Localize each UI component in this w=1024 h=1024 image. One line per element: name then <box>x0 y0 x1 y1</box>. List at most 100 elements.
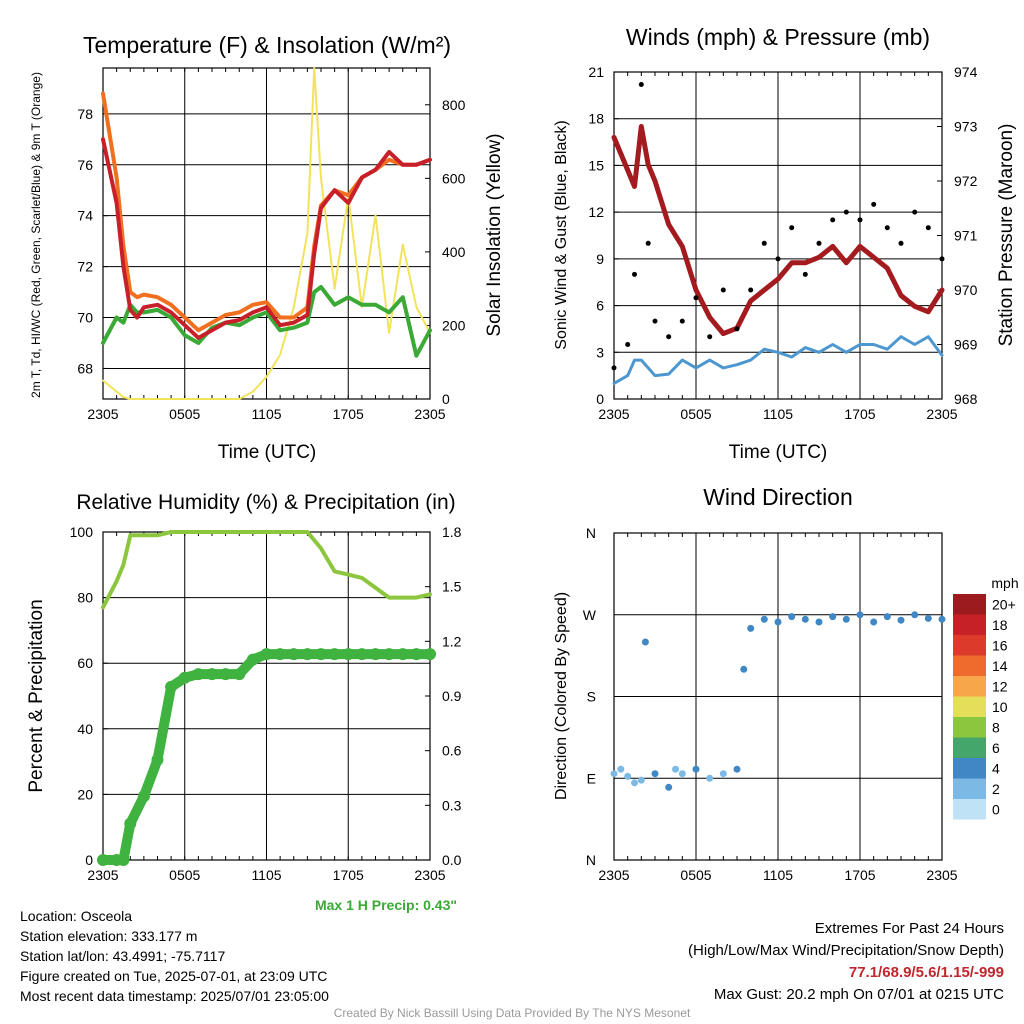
max-precip-label: Max 1 H Precip: 0.43" <box>315 897 457 913</box>
credit-text: Created By Nick Bassill Using Data Provi… <box>333 1006 691 1020</box>
extremes-info: Extremes For Past 24 Hours (High/Low/Max… <box>688 918 1004 1006</box>
y-tick-label: 40 <box>77 721 93 737</box>
y-tick-label: 60 <box>77 655 93 671</box>
legend-swatch <box>953 614 986 635</box>
gust-point <box>720 287 726 293</box>
x-tick-label: 1705 <box>844 867 875 883</box>
insolation-ylabel: Solar Insolation (Yellow) <box>484 133 505 336</box>
winds-panel: Winds (mph) & Pressure (mb) Time (UTC) S… <box>553 24 1017 463</box>
extremes-values: 77.1/68.9/5.6/1.15/-999 <box>848 964 1004 981</box>
temp-2m-line <box>101 137 432 340</box>
y2-tick-label: 972 <box>954 173 978 189</box>
gust-point <box>802 271 808 277</box>
y-tick-label: 0 <box>596 391 604 407</box>
legend-label: 16 <box>992 637 1008 653</box>
direction-point <box>842 615 850 623</box>
extremes-subtitle: (High/Low/Max Wind/Precipitation/Snow De… <box>688 942 1004 959</box>
speed-legend: 20+ 18 16 14 12 10 8 6 4 2 0 <box>953 594 1016 820</box>
legend-label: 20+ <box>992 596 1016 612</box>
legend-label: 4 <box>992 760 1000 776</box>
y-tick-label: 12 <box>588 204 604 220</box>
gust-point <box>775 256 781 262</box>
y2-tick-label: 800 <box>442 97 466 113</box>
legend-label: 10 <box>992 699 1008 715</box>
legend-label: 18 <box>992 617 1008 633</box>
x-tick-label: 1705 <box>333 867 364 883</box>
gust-point <box>693 295 699 301</box>
y-tick-label: 0 <box>85 852 93 868</box>
gust-point <box>679 318 685 324</box>
direction-point <box>815 618 823 626</box>
legend-swatch <box>953 594 986 615</box>
direction-point <box>740 665 748 673</box>
x-tick-label: 0505 <box>169 406 200 422</box>
y-tick-label: 80 <box>77 590 93 606</box>
pressure-ylabel: Station Pressure (Maroon) <box>996 124 1017 347</box>
gust-point <box>734 326 740 332</box>
direction-point <box>665 783 673 791</box>
x-tick-label: 2305 <box>414 406 445 422</box>
y-tick-label: 3 <box>596 344 604 360</box>
y2-tick-label: 970 <box>954 282 978 298</box>
x-tick-label: 1105 <box>763 867 793 883</box>
temperature-ylabel: 2m T, Td, HI/WC (Red, Green, Scarlet/Blu… <box>29 72 43 398</box>
insolation-line <box>102 67 431 400</box>
y2-tick-label: 1.8 <box>442 524 462 540</box>
x-tick-label: 1705 <box>333 406 364 422</box>
legend-swatch <box>953 655 986 676</box>
direction-point <box>911 611 919 619</box>
direction-point <box>774 618 782 626</box>
temperature-xlabel: Time (UTC) <box>218 442 317 463</box>
y-tick-label: 70 <box>77 310 93 326</box>
y2-tick-label: 200 <box>442 317 466 333</box>
gust-point <box>748 287 754 293</box>
legend-label: 6 <box>992 740 1000 756</box>
direction-point <box>788 613 796 621</box>
legend-label: 14 <box>992 658 1008 674</box>
y-tick-label: S <box>587 689 596 705</box>
x-tick-label: 0505 <box>680 406 711 422</box>
gust-point <box>816 240 822 246</box>
gust-point <box>925 225 931 231</box>
y2-tick-label: 0.0 <box>442 852 462 868</box>
legend-label: 0 <box>992 801 1000 817</box>
direction-point <box>924 614 932 622</box>
gust-point <box>645 240 651 246</box>
y2-tick-label: 1.5 <box>442 579 462 595</box>
y2-tick-label: 968 <box>954 391 978 407</box>
gust-point <box>912 209 918 215</box>
precip-line <box>98 649 435 865</box>
x-tick-label: 0505 <box>169 867 200 883</box>
y-tick-label: N <box>586 525 596 541</box>
y-tick-label: 15 <box>588 157 604 173</box>
gust-point <box>939 256 945 262</box>
direction-point <box>801 615 809 623</box>
direction-point <box>637 776 645 784</box>
gust-point <box>761 240 767 246</box>
direction-point <box>651 770 659 778</box>
direction-point <box>897 616 905 624</box>
y-tick-label: 6 <box>596 298 604 314</box>
y-tick-label: 18 <box>588 111 604 127</box>
recent-data-text: Most recent data timestamp: 2025/07/01 2… <box>20 988 329 1004</box>
gust-point <box>789 225 795 231</box>
legend-swatch <box>953 635 986 656</box>
gust-point <box>632 271 637 277</box>
x-tick-label: 2305 <box>414 867 445 883</box>
y2-tick-label: 971 <box>954 228 978 244</box>
x-tick-label: 2305 <box>926 406 957 422</box>
y-tick-label: 76 <box>77 157 93 173</box>
direction-point <box>829 613 837 621</box>
humidity-panel: Relative Humidity (%) & Precipitation (i… <box>26 491 462 913</box>
direction-point <box>610 770 618 778</box>
temperature-title: Temperature (F) & Insolation (W/m²) <box>83 32 451 58</box>
wind-direction-ylabel: Direction (Colored By Speed) <box>553 592 570 800</box>
gust-point <box>707 334 713 340</box>
y-tick-label: 68 <box>77 360 93 376</box>
x-tick-label: 2305 <box>598 867 629 883</box>
legend-swatch <box>953 717 986 738</box>
y-tick-label: 72 <box>77 259 93 275</box>
legend-label: 2 <box>992 781 1000 797</box>
y2-tick-label: 1.2 <box>442 633 462 649</box>
direction-point <box>631 779 638 787</box>
